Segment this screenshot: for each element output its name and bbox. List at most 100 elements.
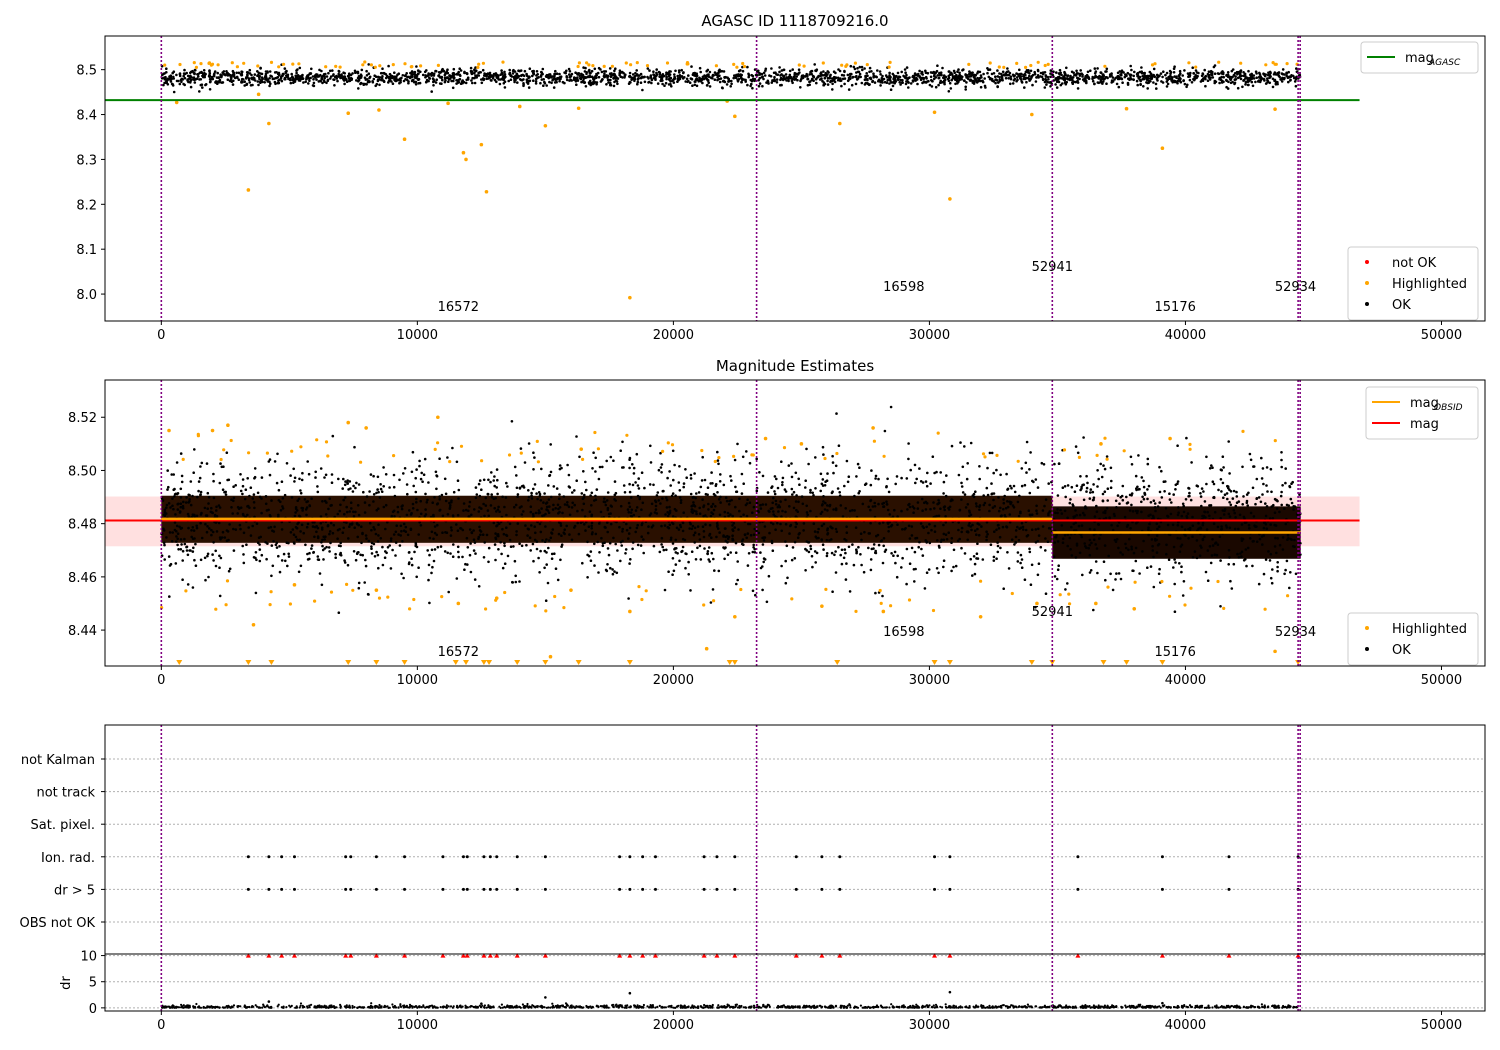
highlighted-point: [888, 60, 892, 64]
ok-point: [1243, 72, 1247, 76]
ok-point: [667, 570, 670, 573]
ok-point: [193, 81, 197, 84]
ok-point: [628, 490, 632, 494]
ok-point: [775, 78, 779, 81]
ok-point: [440, 76, 443, 80]
ok-point: [1247, 77, 1250, 80]
ok-point: [470, 71, 473, 75]
ok-point: [535, 540, 539, 543]
ok-point: [224, 490, 227, 494]
ok-point: [1265, 484, 1268, 487]
ok-point: [776, 521, 779, 525]
ok-point: [640, 508, 643, 512]
ok-point: [822, 495, 825, 498]
highlighted-point: [821, 61, 825, 65]
ok-point: [1049, 85, 1052, 88]
ok-point: [423, 70, 427, 74]
highlighted-point: [1194, 65, 1198, 69]
ok-point: [377, 523, 380, 526]
ok-point: [176, 537, 179, 541]
ok-point: [1240, 550, 1244, 554]
ok-point: [289, 81, 293, 85]
ok-point: [436, 545, 440, 549]
ok-point: [236, 512, 239, 515]
ok-point: [1140, 72, 1144, 75]
ok-point: [186, 512, 190, 516]
ok-point: [797, 477, 800, 481]
ok-point: [1165, 80, 1169, 83]
ok-point: [485, 533, 489, 537]
ok-point: [211, 553, 214, 556]
ok-point: [1254, 502, 1257, 506]
legend-point-swatch: [1365, 260, 1369, 264]
ok-point: [1282, 77, 1286, 81]
ok-point: [548, 474, 551, 478]
ok-point: [810, 77, 814, 81]
ok-point: [540, 70, 543, 74]
ok-point: [835, 530, 839, 533]
ok-point: [687, 79, 690, 83]
ok-point: [1014, 529, 1018, 532]
ok-point: [322, 558, 325, 561]
ok-point: [983, 77, 986, 80]
ok-point: [1121, 81, 1124, 84]
ok-point: [1095, 547, 1099, 550]
ok-point: [344, 480, 347, 483]
ok-point: [277, 515, 280, 519]
ok-point: [1221, 481, 1225, 485]
ok-point: [400, 529, 403, 533]
ok-point: [882, 77, 886, 81]
ok-point: [522, 74, 526, 78]
ok-point: [881, 561, 885, 565]
ok-point: [1123, 515, 1127, 519]
ok-point: [419, 512, 423, 516]
ok-point: [688, 520, 692, 524]
ok-point: [1183, 69, 1186, 72]
ok-point: [565, 78, 569, 82]
ok-point: [936, 539, 939, 542]
ok-point: [723, 510, 727, 514]
ok-point: [217, 504, 221, 507]
ok-point: [533, 456, 536, 459]
ok-point: [834, 550, 837, 553]
ok-point: [974, 78, 977, 82]
ok-point: [1111, 76, 1115, 79]
ok-point: [575, 77, 579, 81]
ok-point: [1161, 75, 1164, 79]
ok-point: [463, 71, 466, 75]
ok-point: [1020, 521, 1024, 525]
ok-point: [353, 445, 356, 449]
ok-point: [541, 72, 544, 76]
ok-point: [595, 488, 599, 491]
ok-point: [359, 553, 362, 557]
ok-point: [1074, 529, 1078, 532]
ok-point: [778, 66, 781, 69]
ok-point: [710, 551, 714, 555]
ok-point: [819, 489, 822, 493]
ok-point: [616, 82, 619, 86]
ok-point: [1276, 537, 1279, 540]
ok-point: [419, 499, 423, 503]
ok-point: [985, 530, 988, 533]
ok-point: [901, 528, 904, 531]
ok-point: [430, 548, 434, 552]
ok-point: [1044, 549, 1047, 552]
ok-point: [873, 501, 876, 505]
highlighted-point: [1187, 61, 1191, 65]
ok-point: [438, 495, 441, 498]
ok-point: [1102, 80, 1105, 83]
highlighted-point: [192, 61, 196, 65]
ok-point: [379, 483, 382, 486]
ok-point: [320, 69, 323, 73]
ok-point: [1279, 494, 1283, 498]
ok-point: [193, 537, 196, 540]
ok-point: [1199, 80, 1203, 83]
ok-point: [225, 451, 229, 455]
ok-point: [559, 558, 562, 562]
ok-point: [1074, 445, 1078, 448]
ok-point: [707, 508, 710, 511]
highlighted-point: [230, 61, 234, 65]
ok-point: [1000, 514, 1003, 517]
ok-point: [270, 499, 273, 502]
ok-point: [1000, 72, 1003, 76]
